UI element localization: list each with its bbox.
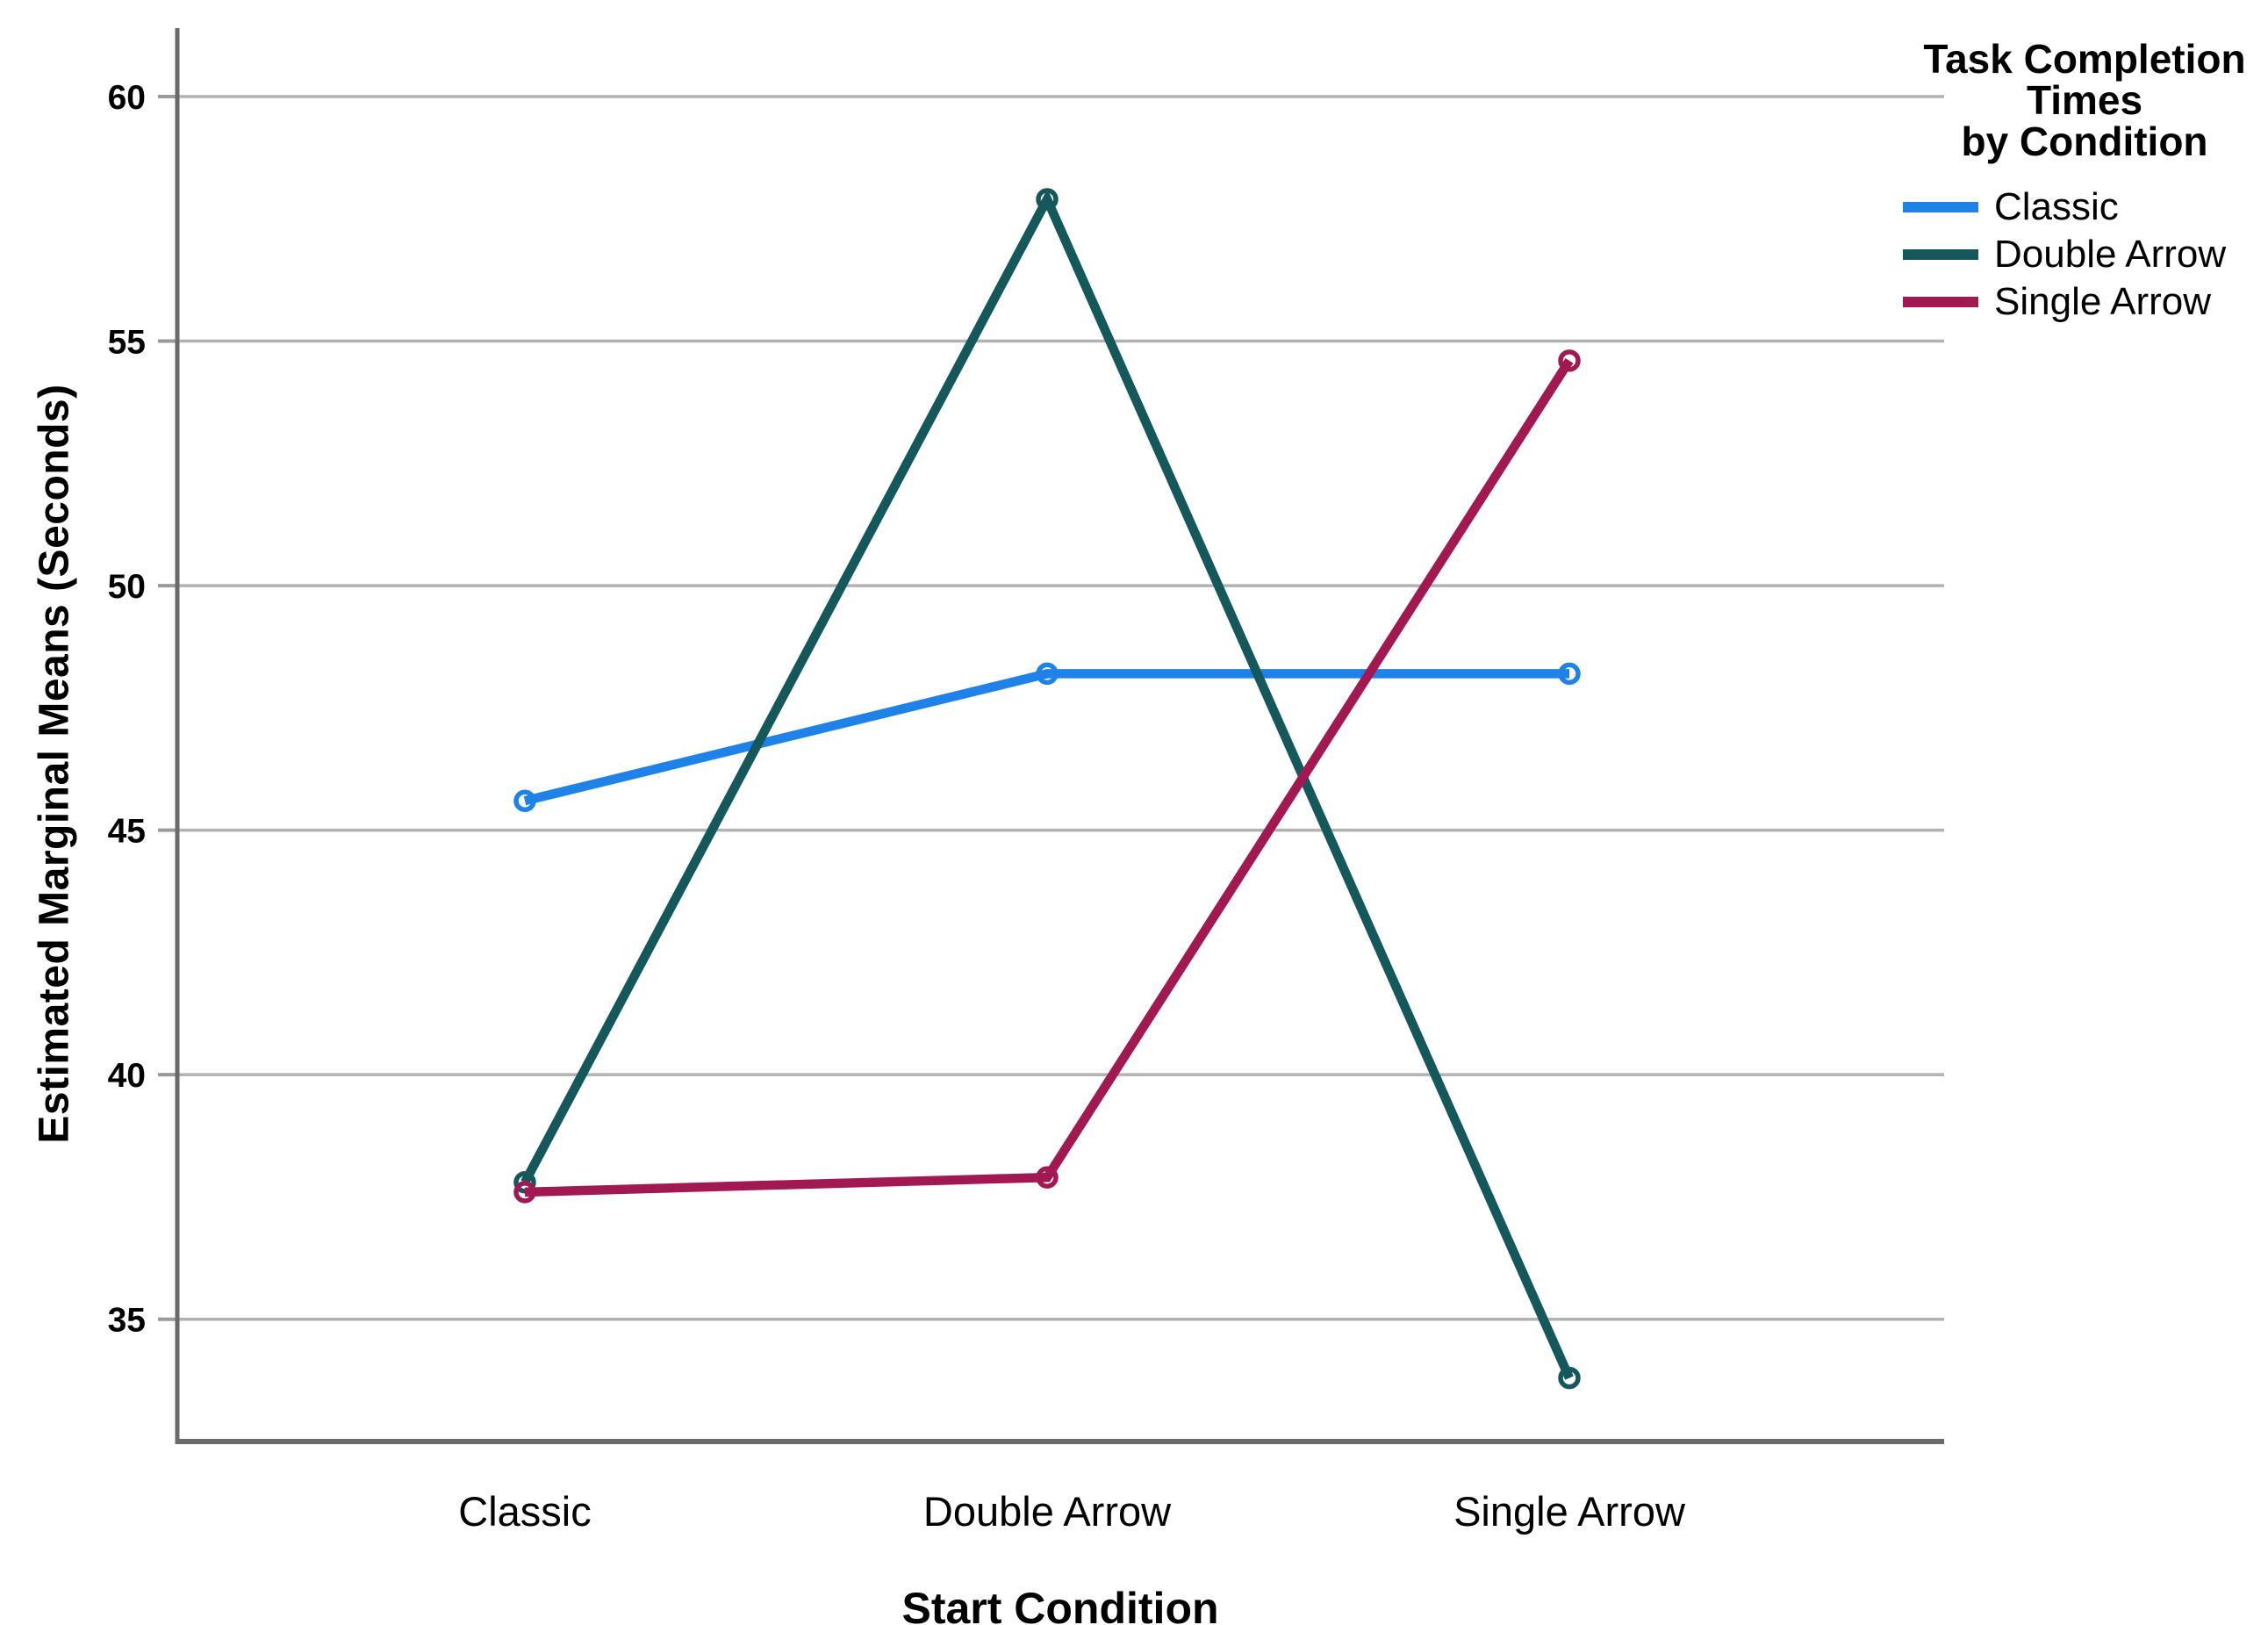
x-axis-title: Start Condition [901,1584,1219,1625]
marker-classic-double-arrow [1036,662,1059,686]
legend-title-line-1: Task Completion [1923,36,2246,82]
y-tick-label-35: 35 [108,1302,146,1340]
x-tick-label-double-arrow: Double Arrow [923,1488,1172,1535]
marker-single-arrow-classic [513,1181,536,1204]
legend-title: Task Completion Times by Condition [1903,39,2266,162]
series-line-classic [523,669,1569,806]
legend-item-classic: Classic [1903,183,2266,231]
marker-classic-single-arrow [1558,662,1581,686]
x-tick-label-classic: Classic [458,1488,591,1535]
legend-label-classic: Classic [1994,185,2119,228]
y-tick-label-55: 55 [108,324,146,362]
marker-double-arrow-double-arrow [1036,188,1059,211]
series-line-double-arrow [520,188,1574,1380]
legend-swatch-double-arrow [1903,249,1978,260]
legend-swatch-classic [1903,202,1978,212]
legend-item-double-arrow: Double Arrow [1903,231,2266,278]
legend-item-single-arrow: Single Arrow [1903,278,2266,326]
y-tick-label-40: 40 [108,1057,146,1095]
marker-double-arrow-single-arrow [1558,1366,1581,1390]
series-line-single-arrow [524,357,1574,1197]
marker-single-arrow-single-arrow [1558,349,1581,372]
x-tick-label-single-arrow: Single Arrow [1453,1488,1686,1535]
legend-items: Classic Double Arrow Single Arrow [1903,183,2266,326]
y-tick-label-60: 60 [108,79,146,117]
y-tick-label-45: 45 [108,813,146,851]
y-axis-title: Estimated Marginal Means (Seconds) [31,384,78,1144]
legend-title-line-2: Times [2026,77,2143,123]
legend-swatch-single-arrow [1903,297,1978,307]
y-tick-label-50: 50 [108,568,146,606]
legend-label-single-arrow: Single Arrow [1994,280,2212,323]
marker-classic-classic [513,789,536,812]
legend-title-line-3: by Condition [1961,119,2208,164]
legend: Task Completion Times by Condition Class… [1903,39,2266,326]
legend-label-double-arrow: Double Arrow [1994,233,2227,276]
marker-single-arrow-double-arrow [1036,1166,1059,1189]
